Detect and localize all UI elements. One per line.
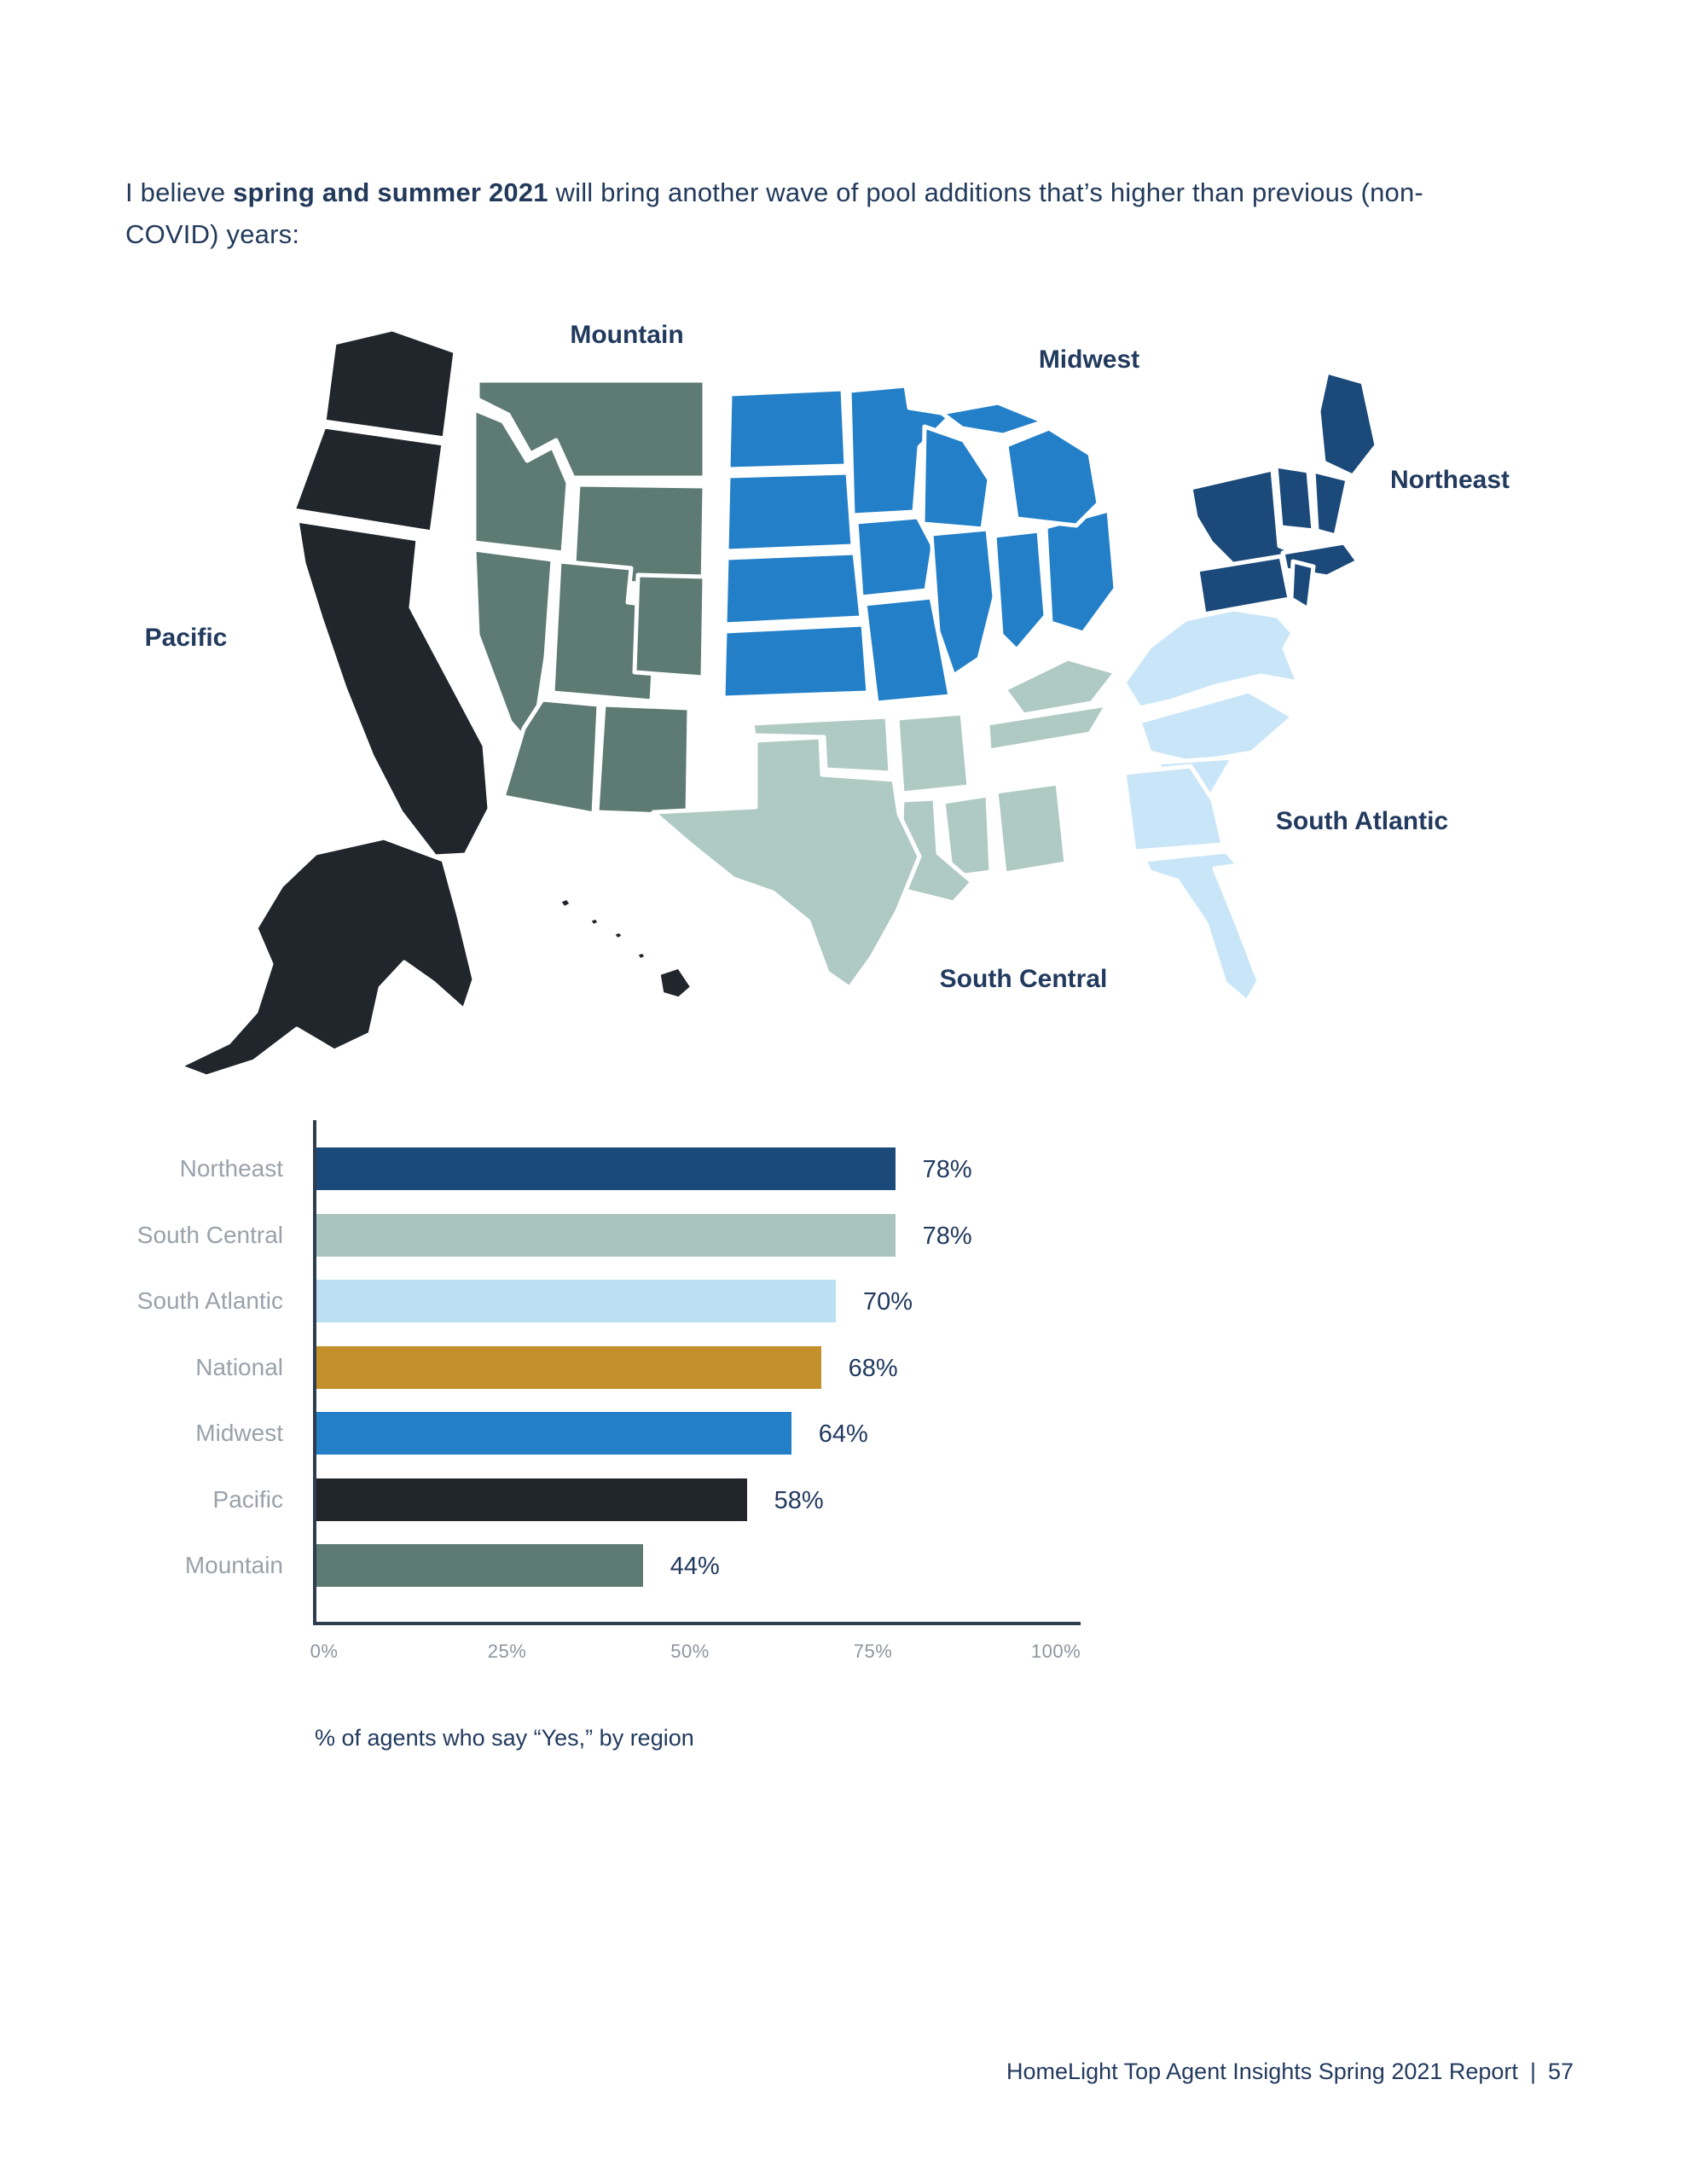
map-label-south-central: South Central (939, 965, 1108, 993)
state-south-dakota (724, 470, 855, 554)
map-label-northeast: Northeast (1389, 466, 1510, 494)
bar-label-mountain: Mountain (184, 1552, 283, 1578)
state-arkansas (895, 711, 971, 796)
state-idaho (472, 407, 571, 555)
bar-value-national: 68% (848, 1354, 898, 1382)
footer-page-number: 57 (1547, 2059, 1574, 2084)
y-axis-line (313, 1120, 316, 1623)
state-texas (651, 735, 922, 990)
state-michigan (1004, 426, 1101, 528)
state-montana (475, 378, 707, 480)
x-tick-75pct: 75% (853, 1641, 893, 1662)
footer-separator: | (1529, 2059, 1536, 2084)
bar-label-national: National (195, 1353, 283, 1380)
state-vermont (1273, 463, 1316, 533)
page-footer: HomeLight Top Agent Insights Spring 2021… (1006, 2059, 1574, 2085)
bar-label-northeast: Northeast (179, 1155, 283, 1182)
state-new-jersey (1289, 559, 1316, 612)
state-mississippi (941, 793, 994, 880)
bar-south-atlantic (316, 1280, 836, 1322)
bar-value-pacific: 58% (774, 1486, 824, 1514)
state-arizona (501, 697, 601, 816)
state-michigan-up (939, 400, 1046, 438)
x-tick-50pct: 50% (670, 1641, 710, 1662)
state-kansas (721, 622, 871, 700)
bar-mountain (316, 1544, 643, 1587)
state-alaska (177, 835, 477, 1079)
state-nebraska (722, 550, 864, 627)
state-new-hampshire (1311, 468, 1350, 538)
state-north-carolina (1137, 688, 1296, 765)
state-oklahoma (750, 714, 893, 775)
state-illinois (929, 526, 997, 678)
bar-value-south-central: 78% (922, 1222, 972, 1250)
map-label-midwest: Midwest (1038, 346, 1140, 374)
state-colorado (632, 572, 707, 680)
bar-label-south-central: South Central (136, 1221, 283, 1248)
state-maine (1316, 369, 1379, 479)
state-kentucky (1002, 656, 1118, 717)
question-bold: spring and summer 2021 (233, 177, 548, 207)
bar-northeast (316, 1147, 896, 1190)
question-prefix: I believe (125, 177, 234, 207)
state-missouri (862, 595, 953, 706)
bar-national (316, 1345, 821, 1389)
bar-label-south-atlantic: South Atlantic (136, 1287, 283, 1314)
bar-pacific (316, 1478, 747, 1521)
state-indiana (992, 528, 1048, 653)
state-california (294, 518, 492, 859)
x-axis-line (313, 1622, 1081, 1625)
x-tick-25pct: 25% (487, 1641, 527, 1662)
bar-value-mountain: 44% (670, 1553, 720, 1580)
bar-chart: Northeast 78% South Central 78% South Atlant… (0, 1120, 1687, 1786)
bar-value-northeast: 78% (922, 1156, 972, 1183)
state-georgia (1122, 764, 1226, 854)
state-ohio (1043, 508, 1118, 636)
state-pennsylvania (1195, 554, 1292, 617)
x-tick-100pct: 100% (1030, 1641, 1081, 1662)
question-suffix: will bring another wave of pool addition… (125, 177, 1423, 249)
footer-report-title: HomeLight Top Agent Insights Spring 2021… (1006, 2059, 1518, 2084)
state-oregon (291, 424, 446, 535)
survey-question: I believe spring and summer 2021 will br… (125, 171, 1473, 255)
state-north-dakota (726, 386, 849, 472)
state-new-mexico (594, 702, 692, 818)
map-label-pacific: Pacific (144, 624, 228, 652)
state-washington (322, 327, 458, 441)
us-region-map: Mountain Midwest Northeast Pacific South… (0, 320, 1687, 1105)
map-label-mountain: Mountain (570, 321, 684, 349)
chart-caption: % of agents who say “Yes,” by region (315, 1725, 694, 1751)
bar-midwest (316, 1412, 791, 1455)
bar-label-midwest: Midwest (195, 1420, 283, 1446)
x-tick-0pct: 0% (310, 1641, 339, 1662)
state-hawaii-islands (556, 895, 650, 963)
bar-value-south-atlantic: 70% (863, 1288, 913, 1316)
bar-value-midwest: 64% (818, 1420, 868, 1448)
us-map-svg (177, 327, 1379, 1079)
state-alabama (994, 781, 1069, 876)
state-hawaii (656, 964, 695, 1002)
state-florida (1142, 849, 1261, 1004)
bar-south-central (316, 1213, 896, 1257)
map-label-south-atlantic: South Atlantic (1275, 807, 1449, 835)
state-virginia-west-virginia-maryland (1122, 607, 1301, 711)
state-wisconsin (920, 424, 992, 531)
state-tennessee (985, 702, 1110, 753)
state-iowa (854, 514, 936, 600)
bar-label-pacific: Pacific (212, 1485, 283, 1513)
